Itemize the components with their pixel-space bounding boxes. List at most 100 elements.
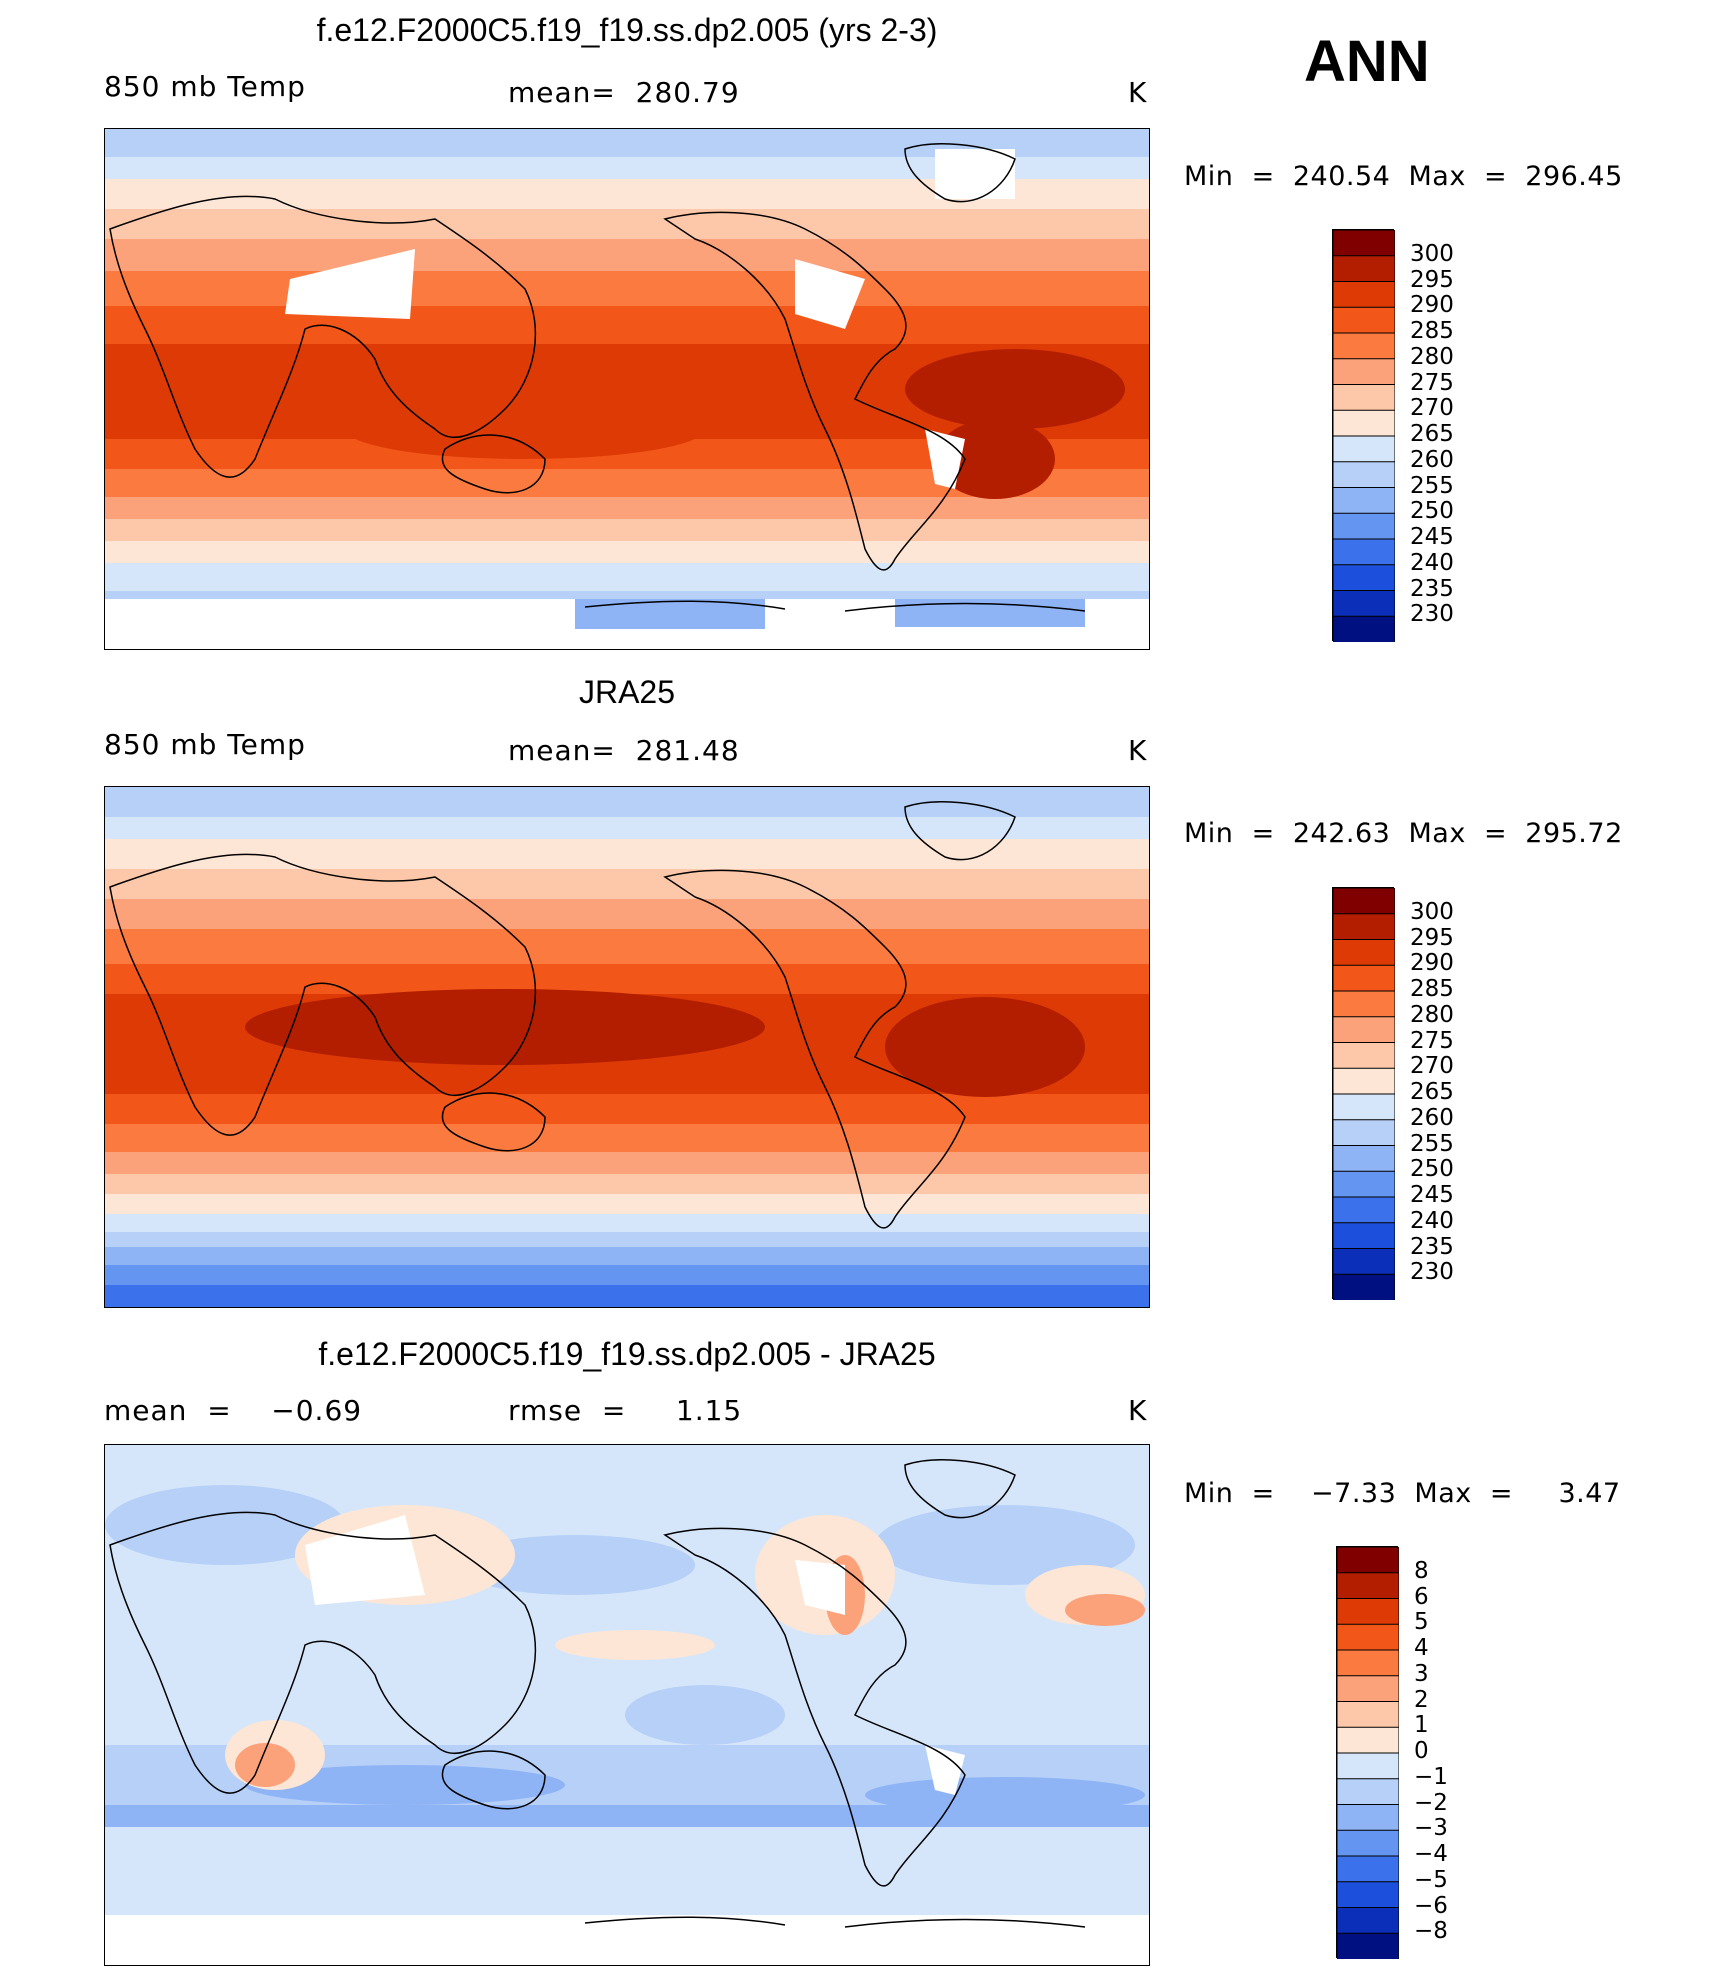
colorbar-swatch [1333,230,1395,257]
colorbar-swatch [1333,1067,1395,1095]
colorbar-tick-label: 255 [1410,1130,1454,1157]
colorbar-tick-label: 300 [1410,898,1454,925]
colorbar-tick-label: 255 [1410,472,1454,499]
panel-3-coastlines [109,1459,1086,1928]
panel-3-map-svg [105,1445,1149,1965]
colorbar-swatch [1333,512,1395,540]
colorbar-swatch [1333,358,1395,386]
panel-1-temperature-bands [105,129,1149,649]
colorbar-tick-label: 265 [1410,1079,1454,1105]
colorbar-swatch [1333,564,1395,592]
panel-2-title: JRA25 [578,674,676,710]
colorbar-tick-label: 0 [1414,1738,1429,1764]
panel-2-map [104,786,1150,1308]
colorbar-swatch [1333,1119,1395,1147]
colorbar-swatch [1337,1547,1399,1574]
colorbar-swatch [1337,1623,1399,1651]
colorbar-tick-label: 265 [1410,421,1454,447]
colorbar-swatch [1333,409,1395,437]
panel-3-minmax: Min = −7.33 Max = 3.47 [1184,1478,1621,1509]
colorbar-swatch [1333,888,1395,915]
colorbar-swatch [1337,1804,1399,1832]
colorbar-tick-label: 6 [1414,1583,1429,1610]
colorbar-swatch [1333,1042,1395,1070]
colorbar-swatch [1333,913,1395,941]
colorbar-swatch [1333,1222,1395,1250]
colorbar-swatch [1337,1907,1399,1935]
colorbar-tick-label: −4 [1414,1841,1448,1867]
panel-1-map-svg [105,129,1149,649]
panel-1-units-label: K [1128,76,1148,109]
colorbar-swatch [1333,1145,1395,1173]
colorbar-swatch [1337,1649,1399,1677]
colorbar-tick-label: 8 [1414,1557,1429,1584]
colorbar-tick-label: 5 [1414,1609,1429,1636]
panel-1-map [104,128,1150,650]
colorbar-swatch [1337,1598,1399,1626]
colorbar-swatch [1337,1829,1399,1857]
panel-1-antarctic-cold [575,599,1085,629]
season-label: ANN [1304,29,1430,94]
panel-3-colorbar-swatches [1337,1547,1399,1959]
colorbar-tick-label: 270 [1410,1053,1454,1080]
colorbar-tick-label: 280 [1410,343,1454,370]
colorbar-swatch [1333,964,1395,992]
panel-3-colorbar [1336,1546,1399,1959]
colorbar-swatch [1333,538,1395,566]
panel-1-variable-label: 850 mb Temp [104,70,306,103]
colorbar-tick-label: 270 [1410,395,1454,422]
colorbar-swatch [1333,435,1395,463]
colorbar-swatch [1333,990,1395,1018]
colorbar-swatch [1337,1778,1399,1806]
colorbar-swatch [1333,461,1395,489]
colorbar-swatch [1333,939,1395,967]
panel-1-coastlines [109,143,1086,612]
colorbar-swatch [1333,615,1395,642]
panel-2-map-svg [105,787,1149,1307]
panel-1-colorbar [1332,229,1395,642]
colorbar-tick-label: 290 [1410,292,1454,319]
panel-2-colorbar [1332,887,1395,1300]
panel-1-title: f.e12.F2000C5.f19_f19.ss.dp2.005 (yrs 2-… [316,12,938,48]
colorbar-swatch [1333,1273,1395,1300]
colorbar-swatch [1333,590,1395,618]
colorbar-swatch [1337,1855,1399,1883]
colorbar-tick-label: −5 [1414,1866,1448,1893]
colorbar-swatch [1333,1093,1395,1121]
colorbar-swatch [1333,281,1395,309]
colorbar-tick-label: 4 [1414,1635,1429,1661]
colorbar-tick-label: 295 [1410,924,1454,951]
colorbar-swatch [1333,1196,1395,1224]
colorbar-tick-label: 280 [1410,1001,1454,1028]
panel-3-title: f.e12.F2000C5.f19_f19.ss.dp2.005 - JRA25 [318,1336,936,1372]
colorbar-tick-label: 250 [1410,498,1454,525]
panel-3-mean-label: mean = −0.69 [104,1394,363,1427]
panel-2-variable-label: 850 mb Temp [104,728,306,761]
colorbar-tick-label: 245 [1410,1182,1454,1208]
colorbar-tick-label: 285 [1410,976,1454,1002]
panel-3-units-label: K [1128,1394,1148,1427]
colorbar-tick-label: 250 [1410,1156,1454,1183]
colorbar-tick-label: 290 [1410,950,1454,977]
colorbar-tick-label: 230 [1410,601,1454,628]
colorbar-swatch [1333,255,1395,283]
colorbar-tick-label: 3 [1414,1660,1429,1687]
panel-1-minmax: Min = 240.54 Max = 296.45 [1184,161,1623,192]
colorbar-tick-label: 230 [1410,1259,1454,1286]
panel-2-colorbar-swatches [1333,888,1395,1300]
colorbar-swatch [1333,1248,1395,1276]
colorbar-swatch [1337,1675,1399,1703]
panel-1-colorbar-swatches [1333,230,1395,642]
colorbar-swatch [1337,1932,1399,1959]
colorbar-swatch [1337,1572,1399,1600]
colorbar-tick-label: −6 [1414,1892,1448,1919]
panel-3-missing-data [105,1515,1149,1965]
colorbar-swatch [1333,1170,1395,1198]
colorbar-swatch [1333,384,1395,412]
colorbar-tick-label: 295 [1410,266,1454,293]
colorbar-tick-label: 285 [1410,318,1454,344]
colorbar-tick-label: 235 [1410,575,1454,602]
colorbar-tick-label: −1 [1414,1763,1448,1790]
colorbar-tick-label: 275 [1410,1027,1454,1054]
colorbar-tick-label: 275 [1410,369,1454,396]
